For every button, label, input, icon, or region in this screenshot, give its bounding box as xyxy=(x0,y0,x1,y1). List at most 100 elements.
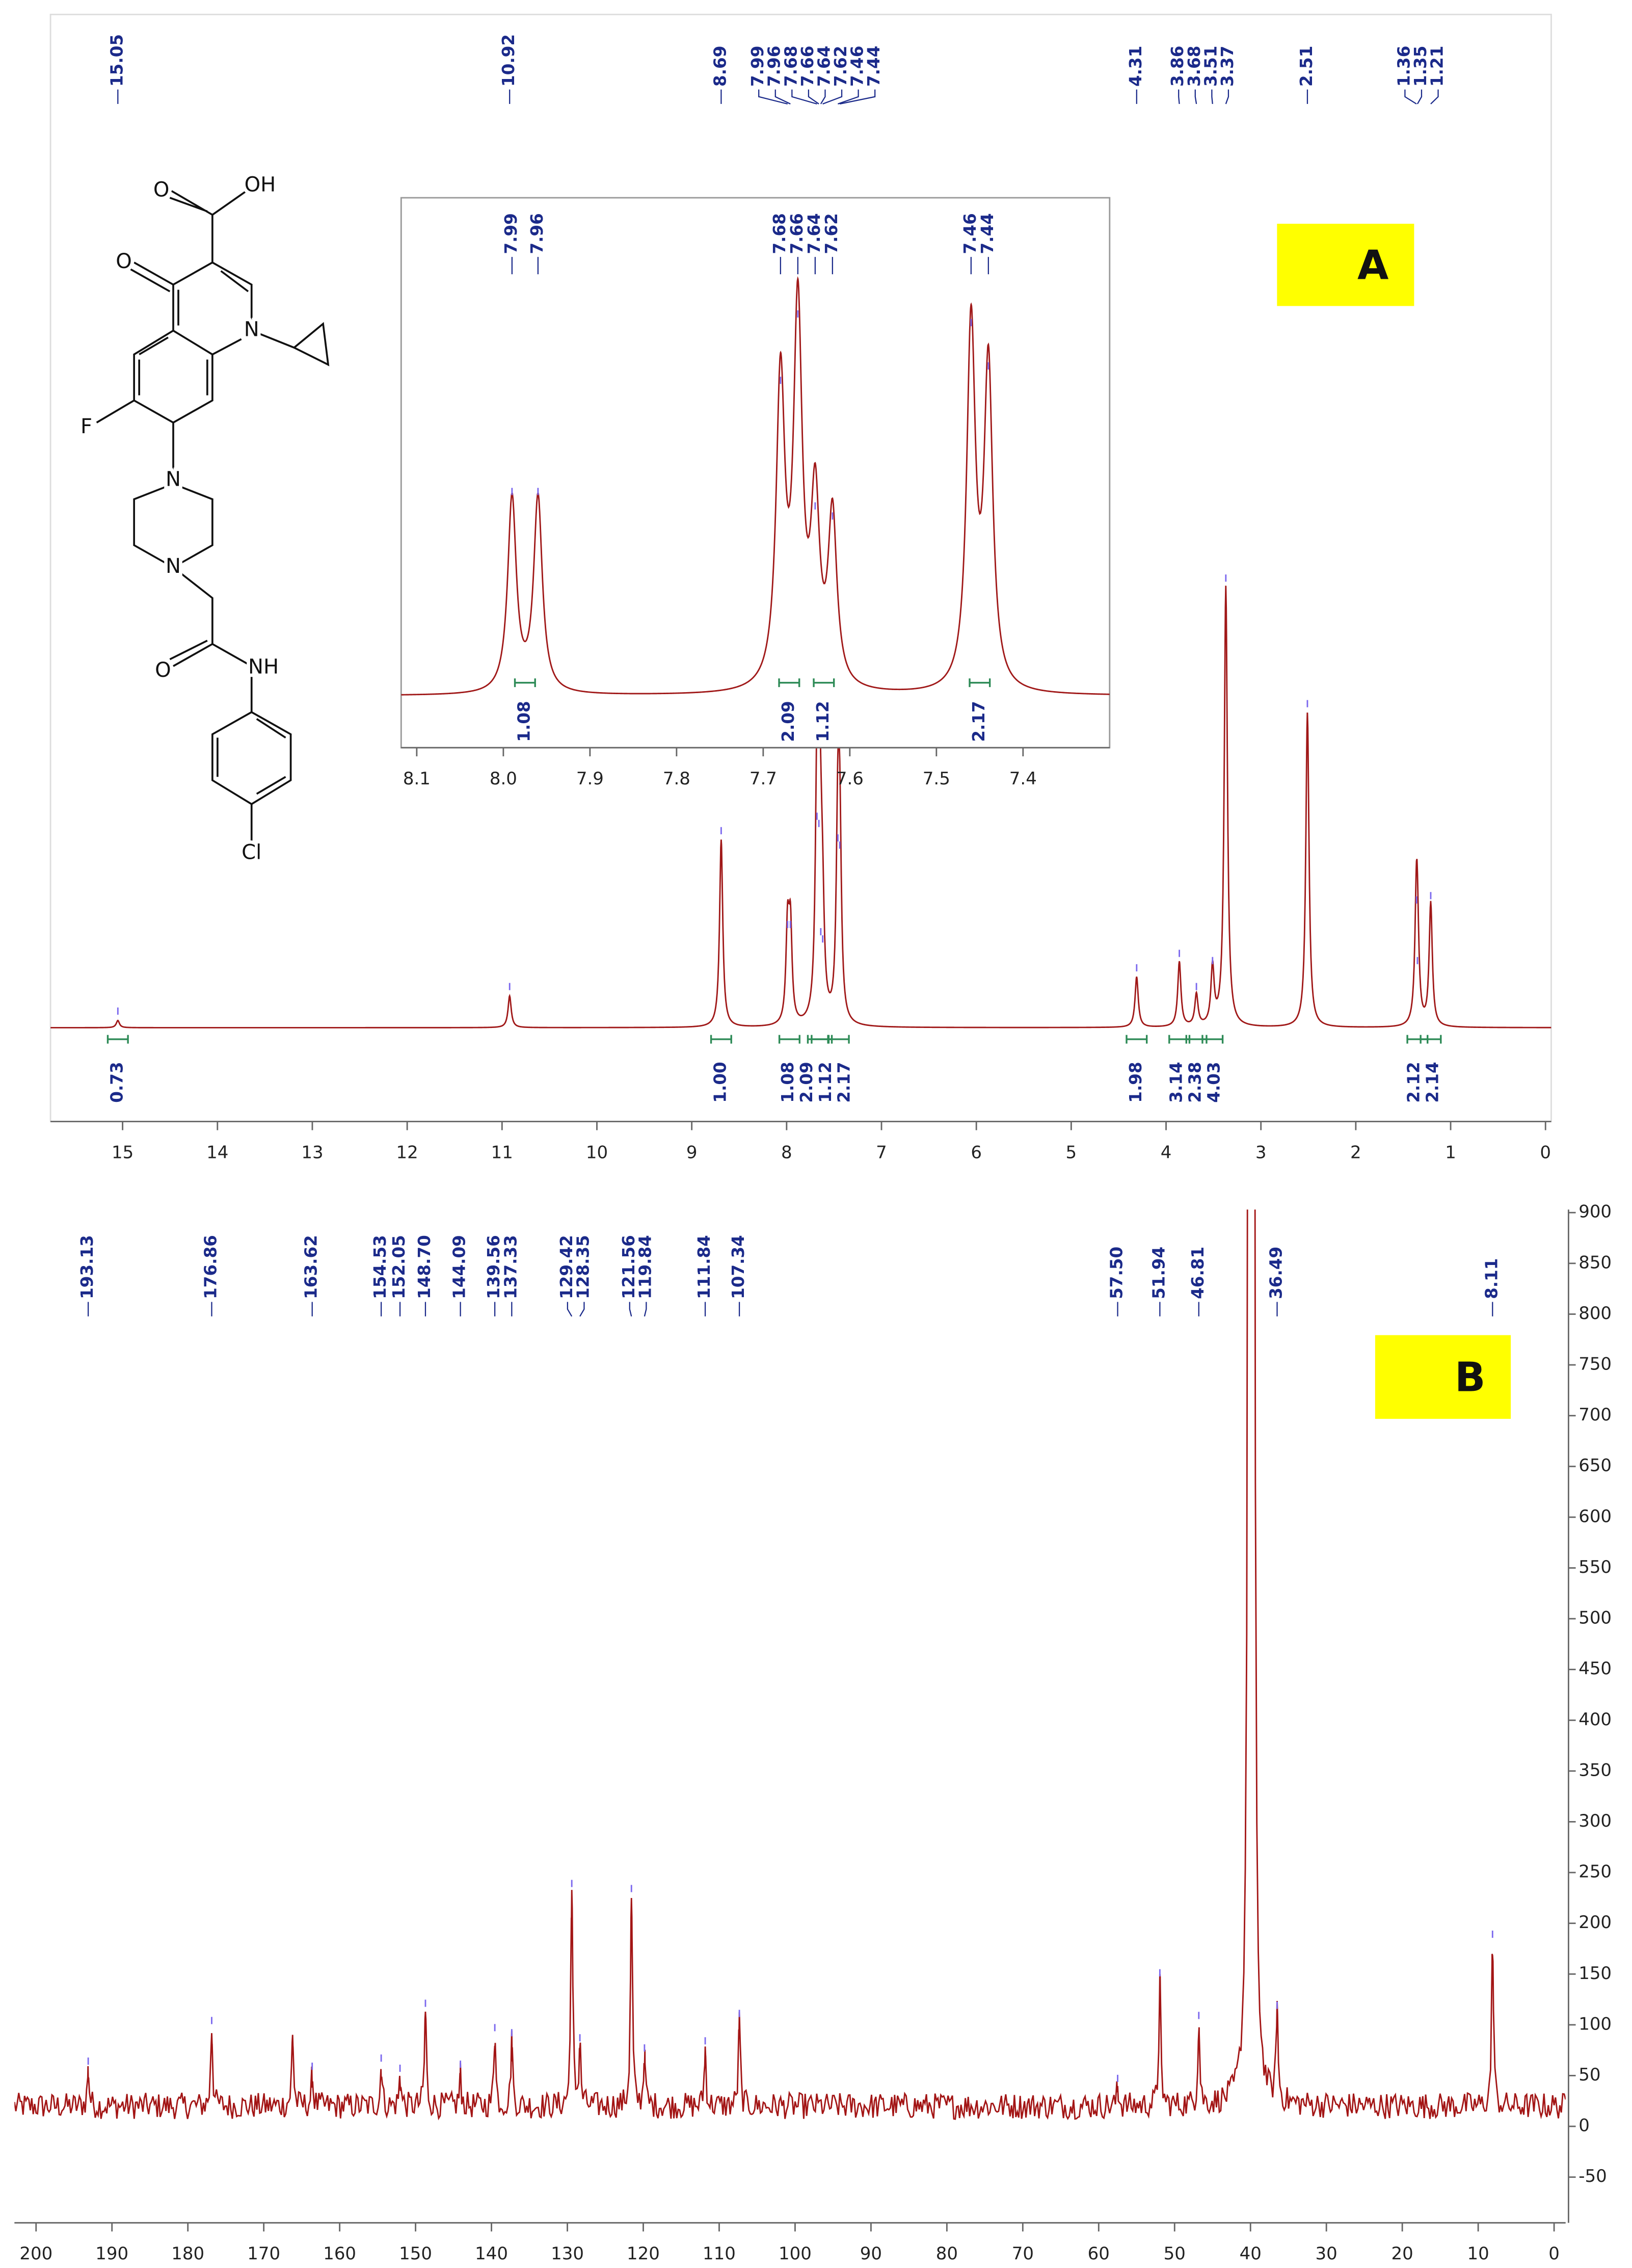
peak-label: 121.56 xyxy=(619,1235,638,1299)
y-tick-label: 400 xyxy=(1579,1709,1612,1730)
peak-label: 176.86 xyxy=(201,1235,220,1299)
x-tick-label: 3 xyxy=(1255,1142,1267,1163)
x-tick-label: 12 xyxy=(396,1142,418,1163)
peak-label: 51.94 xyxy=(1149,1247,1168,1299)
integral-label: 2.38 xyxy=(1185,1062,1205,1102)
atom-label: O xyxy=(116,250,132,273)
peak-label: 1.36 xyxy=(1394,46,1413,87)
panel-label: B xyxy=(1455,1353,1485,1401)
x-tick-label: 1 xyxy=(1445,1142,1456,1163)
panel-label: A xyxy=(1357,241,1388,288)
peak-label: 7.68 xyxy=(770,213,789,254)
y-tick-label: 300 xyxy=(1579,1811,1612,1831)
integral-label: 1.08 xyxy=(778,1062,797,1102)
integral-label: 1.12 xyxy=(816,1062,835,1102)
x-tick-label: 70 xyxy=(1012,2244,1034,2264)
integral-label: 2.17 xyxy=(969,701,988,742)
x-tick-label: 7.5 xyxy=(923,769,950,789)
y-tick-label: 750 xyxy=(1579,1354,1612,1375)
peak-label: 1.21 xyxy=(1428,46,1447,87)
x-tick-label: 60 xyxy=(1088,2244,1110,2264)
y-tick-label: 650 xyxy=(1579,1456,1612,1476)
peak-label: 107.34 xyxy=(729,1235,748,1299)
integral-label: 4.03 xyxy=(1204,1062,1223,1102)
x-tick-label: 130 xyxy=(551,2244,584,2264)
x-tick-label: 5 xyxy=(1066,1142,1077,1163)
x-tick-label: 0 xyxy=(1548,2244,1560,2264)
peak-label: 3.86 xyxy=(1168,46,1187,87)
peak-label: 7.96 xyxy=(527,213,547,254)
y-tick-label: 700 xyxy=(1579,1405,1612,1425)
integral-bracket xyxy=(778,678,800,688)
x-tick-label: 15 xyxy=(112,1142,133,1163)
bond xyxy=(251,322,330,366)
peak-label: 46.81 xyxy=(1188,1247,1208,1299)
integral-label: 2.17 xyxy=(835,1062,854,1102)
integral-label: 3.14 xyxy=(1167,1062,1186,1102)
peak-label: 7.64 xyxy=(814,46,834,87)
peak-leader xyxy=(820,89,826,104)
x-tick-label: 10 xyxy=(586,1142,608,1163)
x-tick-label: 140 xyxy=(475,2244,508,2264)
integral-label: 1.98 xyxy=(1126,1062,1145,1102)
x-tick-label: 30 xyxy=(1316,2244,1337,2264)
peak-label: 3.51 xyxy=(1201,46,1220,87)
y-tick-label: 0 xyxy=(1579,2116,1590,2136)
x-tick-label: 200 xyxy=(19,2244,52,2264)
spectrum-panel: 8.1 8.0 7.9 7.8 7.7 7.6 7.5 7.4 7.99 7.96 7.687.66… xyxy=(400,197,1111,789)
x-tick-label: 7 xyxy=(876,1142,887,1163)
spectrum xyxy=(401,276,1110,696)
x-tick-label: 7.4 xyxy=(1009,769,1037,789)
atom-label: N xyxy=(166,555,181,578)
peak-label: 7.44 xyxy=(864,46,884,87)
x-tick-label: 80 xyxy=(936,2244,958,2264)
integral-bracket xyxy=(106,1035,129,1044)
peak-label: 7.66 xyxy=(787,213,807,254)
y-tick-label: 550 xyxy=(1579,1557,1612,1577)
x-tick-label: 7.7 xyxy=(750,769,777,789)
x-tick-label: 2 xyxy=(1350,1142,1361,1163)
y-tick-label: 250 xyxy=(1579,1862,1612,1882)
x-tick-label: 90 xyxy=(860,2244,882,2264)
atom-label: N xyxy=(244,318,259,341)
peak-label: 7.96 xyxy=(765,46,784,87)
peak-label: 7.99 xyxy=(748,46,767,87)
spectrum xyxy=(50,585,1551,1028)
integral-bracket xyxy=(514,678,536,688)
peak-label: 3.68 xyxy=(1185,46,1204,87)
bond xyxy=(172,261,253,356)
integral-bracket xyxy=(778,1035,800,1044)
peak-label: 137.33 xyxy=(501,1235,520,1299)
y-tick-label: 150 xyxy=(1579,1963,1612,1984)
peak-leader xyxy=(1225,89,1229,104)
integral-bracket xyxy=(1201,1035,1224,1044)
peak-label: 57.50 xyxy=(1107,1247,1127,1299)
integral-label: 2.12 xyxy=(1404,1062,1424,1102)
peak-leader xyxy=(567,1302,573,1317)
x-tick-label: 50 xyxy=(1164,2244,1186,2264)
x-tick-label: 9 xyxy=(686,1142,698,1163)
y-tick-label: 600 xyxy=(1579,1506,1612,1526)
x-tick-label: 40 xyxy=(1240,2244,1262,2264)
bond xyxy=(211,711,292,842)
peak-leader xyxy=(644,1302,647,1317)
x-tick-label: 8.0 xyxy=(490,769,517,789)
x-tick-label: 180 xyxy=(171,2244,204,2264)
x-tick-label: 100 xyxy=(779,2244,812,2264)
peak-leader xyxy=(1430,89,1439,104)
peak-label: 7.62 xyxy=(822,213,841,254)
peak-label: 7.44 xyxy=(978,213,997,254)
peak-label: 148.70 xyxy=(415,1235,434,1299)
y-tick-label: 50 xyxy=(1579,2065,1600,2085)
peak-label: 7.46 xyxy=(848,46,867,87)
peak-label: 7.62 xyxy=(831,46,850,87)
peak-leader xyxy=(579,1302,585,1317)
x-tick-label: 170 xyxy=(247,2244,280,2264)
x-tick-label: 120 xyxy=(627,2244,660,2264)
x-tick-label: 14 xyxy=(206,1142,228,1163)
x-tick-label: 20 xyxy=(1392,2244,1413,2264)
integral-bracket xyxy=(827,1035,850,1044)
x-tick-label: 11 xyxy=(491,1142,513,1163)
peak-label: 8.69 xyxy=(710,46,730,87)
